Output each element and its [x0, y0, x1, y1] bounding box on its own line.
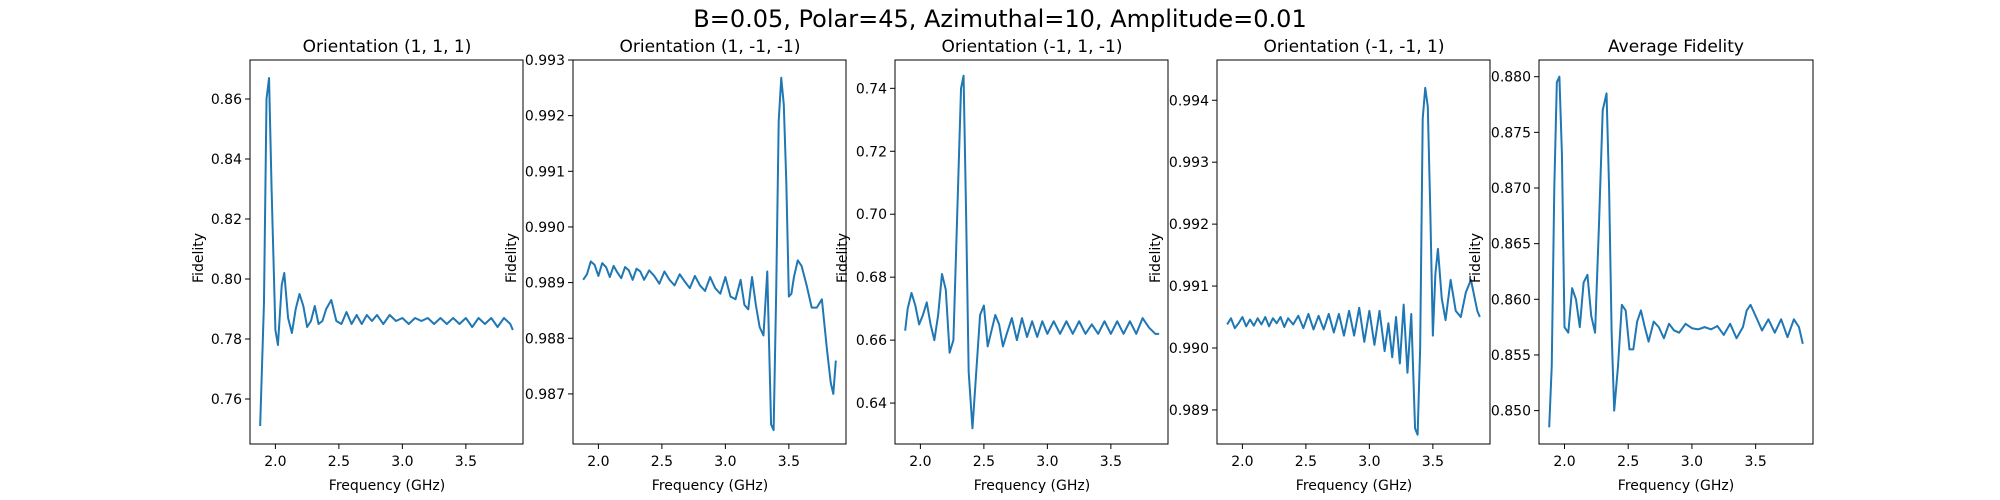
subplot-1-xtick-label: 2.5 [328, 454, 350, 470]
subplot-1-ytick-label: 0.86 [211, 92, 242, 108]
subplot-2-title: Orientation (1, -1, -1) [620, 37, 801, 57]
subplot-1-ytick-label: 0.76 [211, 392, 242, 408]
subplot-4-xtick-label: 3.5 [1422, 454, 1444, 470]
subplot-5-ytick-label: 0.850 [1491, 404, 1531, 420]
subplot-3-ytick-label: 0.64 [856, 396, 887, 412]
subplot-1-ylabel: Fidelity [191, 233, 207, 283]
subplot-3-ytick-label: 0.66 [856, 333, 887, 349]
subplot-3-xtick-label: 2.0 [909, 454, 931, 470]
subplot-2-axes-frame [572, 59, 847, 445]
subplot-3-xtick-label: 3.5 [1100, 454, 1122, 470]
subplot-2-series-line-1 [582, 76, 837, 432]
figure-suptitle: B=0.05, Polar=45, Azimuthal=10, Amplitud… [693, 5, 1306, 33]
subplot-1-xtick-label: 2.0 [264, 454, 286, 470]
subplot-4-axes-frame [1216, 59, 1491, 445]
subplot-2-xlabel: Frequency (GHz) [652, 478, 768, 494]
subplot-3-ytick-label: 0.72 [856, 144, 887, 160]
subplot-2-ytick-label: 0.991 [525, 164, 565, 180]
subplot-4-xlabel: Frequency (GHz) [1296, 478, 1412, 494]
subplot-4-ytick-label: 0.989 [1169, 403, 1209, 419]
subplot-5: Average Fidelity Frequency (GHz) Fidelit… [1468, 37, 1814, 494]
subplot-2: Orientation (1, -1, -1) Frequency (GHz) … [504, 37, 847, 494]
subplot-4-ylabel: Fidelity [1148, 233, 1164, 283]
subplot-1-ytick-label: 0.82 [211, 212, 242, 228]
subplot-5-ylabel: Fidelity [1468, 233, 1484, 283]
subplot-3-ytick-label: 0.68 [856, 270, 887, 286]
subplot-2-ylabel: Fidelity [504, 233, 520, 283]
subplot-1-xtick-label: 3.5 [455, 454, 477, 470]
subplot-3: Orientation (-1, 1, -1) Frequency (GHz) … [835, 37, 1169, 494]
subplot-2-ytick-label: 0.989 [525, 276, 565, 292]
subplot-5-ytick-label: 0.855 [1491, 348, 1531, 364]
subplot-5-xtick-label: 2.5 [1617, 454, 1639, 470]
subplot-2-xtick-label: 3.5 [778, 454, 800, 470]
subplot-5-axes-frame [1538, 59, 1814, 445]
subplot-1-ytick-label: 0.80 [211, 272, 242, 288]
subplot-2-ytick-label: 0.993 [525, 53, 565, 69]
subplot-5-xtick-label: 3.0 [1681, 454, 1703, 470]
subplot-3-xlabel: Frequency (GHz) [974, 478, 1090, 494]
subplot-4-ytick-label: 0.994 [1169, 93, 1209, 109]
subplot-2-xtick-label: 2.0 [587, 454, 609, 470]
subplot-5-title: Average Fidelity [1608, 37, 1744, 57]
subplot-4: Orientation (-1, -1, 1) Frequency (GHz) … [1148, 37, 1491, 494]
subplot-5-ytick-label: 0.860 [1491, 292, 1531, 308]
subplot-5-ytick-label: 0.875 [1491, 125, 1531, 141]
subplot-3-series-line-1 [904, 74, 1160, 430]
subplot-5-xtick-label: 3.5 [1745, 454, 1767, 470]
subplot-5-xlabel: Frequency (GHz) [1618, 478, 1734, 494]
subplot-4-xtick-label: 2.5 [1295, 454, 1317, 470]
subplot-4-xtick-label: 2.0 [1231, 454, 1253, 470]
subplot-5-ytick-label: 0.870 [1491, 181, 1531, 197]
subplot-3-ytick-label: 0.70 [856, 207, 887, 223]
subplot-2-ytick-label: 0.990 [525, 220, 565, 236]
subplot-4-ytick-label: 0.991 [1169, 279, 1209, 295]
subplot-1-ytick-label: 0.84 [211, 152, 242, 168]
subplot-2-ytick-label: 0.992 [525, 109, 565, 125]
subplot-1-xlabel: Frequency (GHz) [329, 478, 445, 494]
subplot-4-ytick-label: 0.992 [1169, 217, 1209, 233]
subplot-1: Orientation (1, 1, 1) Frequency (GHz) Fi… [191, 37, 524, 494]
subplot-5-ytick-label: 0.865 [1491, 237, 1531, 253]
subplot-3-title: Orientation (-1, 1, -1) [942, 37, 1123, 57]
subplot-4-title: Orientation (-1, -1, 1) [1264, 37, 1445, 57]
subplot-3-axes-frame [894, 59, 1169, 445]
subplot-3-xtick-label: 3.0 [1036, 454, 1058, 470]
subplot-3-ylabel: Fidelity [835, 233, 851, 283]
subplot-2-ytick-label: 0.988 [525, 331, 565, 347]
subplot-1-series-line-1 [259, 77, 514, 427]
subplot-4-series-line-1 [1226, 86, 1481, 436]
subplot-4-xtick-label: 3.0 [1358, 454, 1380, 470]
subplot-1-xtick-label: 3.0 [391, 454, 413, 470]
subplot-2-xtick-label: 3.0 [714, 454, 736, 470]
subplot-5-xtick-label: 2.0 [1553, 454, 1575, 470]
subplot-3-xtick-label: 2.5 [973, 454, 995, 470]
subplot-5-series-line-1 [1548, 75, 1804, 428]
subplot-1-axes-frame [249, 59, 524, 445]
subplot-4-ytick-label: 0.993 [1169, 155, 1209, 171]
subplot-3-ytick-label: 0.74 [856, 81, 887, 97]
subplot-4-ytick-label: 0.990 [1169, 341, 1209, 357]
subplot-1-ytick-label: 0.78 [211, 332, 242, 348]
subplot-1-title: Orientation (1, 1, 1) [303, 37, 472, 57]
subplot-5-ytick-label: 0.880 [1491, 70, 1531, 86]
subplot-2-xtick-label: 2.5 [651, 454, 673, 470]
subplot-2-ytick-label: 0.987 [525, 387, 565, 403]
